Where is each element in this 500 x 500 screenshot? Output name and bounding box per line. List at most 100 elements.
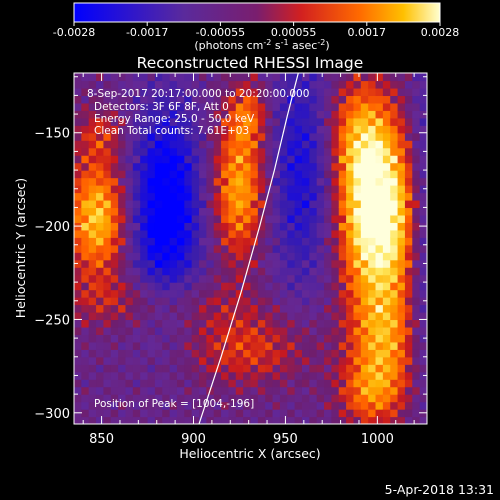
heatmap-cell: [368, 326, 377, 335]
heatmap-cell: [103, 326, 112, 335]
heatmap-cell: [324, 349, 332, 358]
heatmap-cell: [228, 117, 237, 126]
heatmap-cell: [397, 222, 406, 231]
heatmap-cell: [346, 207, 355, 216]
heatmap-cell: [162, 304, 171, 313]
heatmap-cell: [184, 110, 193, 119]
heatmap-cell: [368, 147, 377, 156]
heatmap-cell: [324, 102, 332, 111]
heatmap-cell: [324, 341, 332, 350]
heatmap-cell: [103, 199, 112, 209]
heatmap-cell: [132, 289, 141, 298]
heatmap-cell: [294, 334, 303, 343]
heatmap-cell: [118, 140, 127, 149]
heatmap-cell: [338, 297, 347, 306]
heatmap-cell: [279, 147, 288, 156]
heatmap-cell: [375, 401, 384, 410]
heatmap-cell: [176, 117, 185, 126]
heatmap-cell: [331, 147, 340, 156]
heatmap-cell: [199, 132, 207, 141]
heatmap-cell: [294, 185, 303, 194]
heatmap-cell: [88, 73, 97, 82]
heatmap-cell: [397, 319, 406, 328]
heatmap-cell: [169, 192, 178, 201]
heatmap-cell: [118, 379, 127, 388]
heatmap-cell: [206, 289, 215, 298]
heatmap-cell: [419, 155, 427, 164]
heatmap-cell: [331, 87, 340, 97]
heatmap-cell: [74, 274, 82, 283]
heatmap-cell: [309, 416, 318, 424]
heatmap-cell: [265, 297, 274, 306]
heatmap-cell: [228, 244, 237, 253]
heatmap-cell: [147, 207, 156, 216]
heatmap-cell: [331, 386, 340, 395]
heatmap-cell: [390, 394, 399, 403]
heatmap-cell: [132, 379, 141, 388]
heatmap-cell: [162, 80, 171, 89]
heatmap-cell: [221, 349, 230, 358]
heatmap-cell: [265, 274, 274, 283]
heatmap-cell: [176, 237, 185, 246]
heatmap-cell: [88, 386, 97, 395]
heatmap-cell: [412, 401, 421, 410]
heatmap-cell: [103, 244, 112, 253]
heatmap-cell: [397, 252, 406, 261]
heatmap-cell: [125, 132, 134, 141]
heatmap-cell: [404, 185, 413, 194]
heatmap-cell: [118, 117, 127, 126]
heatmap-cell: [353, 364, 362, 373]
heatmap-cell: [346, 162, 355, 171]
heatmap-cell: [412, 140, 421, 149]
heatmap-cell: [338, 192, 347, 201]
heatmap-cell: [213, 282, 222, 291]
heatmap-cell: [199, 102, 207, 111]
heatmap-cell: [162, 259, 171, 268]
heatmap-cell: [235, 282, 244, 291]
heatmap-cell: [375, 80, 384, 89]
heatmap-cell: [110, 244, 119, 253]
heatmap-cell: [257, 282, 266, 291]
heatmap-cell: [272, 185, 281, 194]
heatmap-cell: [176, 416, 185, 424]
heatmap-cell: [191, 386, 200, 395]
heatmap-cell: [243, 229, 252, 238]
heatmap-cell: [412, 364, 421, 373]
heatmap-cell: [338, 394, 347, 403]
heatmap-cell: [272, 87, 281, 97]
heatmap-cell: [118, 289, 127, 298]
heatmap-cell: [412, 409, 421, 418]
heatmap-cell: [368, 304, 377, 313]
heatmap-cell: [316, 125, 325, 134]
heatmap-cell: [125, 199, 134, 209]
heatmap-cell: [250, 177, 259, 186]
heatmap-cell: [235, 304, 244, 313]
annotation-energy: Energy Range: 25.0 - 50.0 keV: [94, 113, 255, 125]
heatmap-cell: [353, 252, 362, 261]
heatmap-cell: [221, 80, 230, 89]
heatmap-cell: [206, 102, 215, 111]
heatmap-cell: [287, 364, 296, 373]
heatmap-cell: [287, 341, 296, 350]
heatmap-cell: [390, 364, 399, 373]
heatmap-cell: [118, 401, 127, 410]
heatmap-cell: [301, 319, 310, 328]
heatmap-cell: [88, 334, 97, 343]
heatmap-cell: [147, 155, 156, 164]
heatmap-cell: [125, 282, 134, 291]
heatmap-cell: [382, 259, 391, 268]
heatmap-cell: [309, 237, 318, 246]
heatmap-cell: [279, 379, 288, 388]
heatmap-cell: [309, 274, 318, 283]
heatmap-cell: [309, 356, 318, 365]
colorbar-ticks: [73, 22, 441, 26]
heatmap-cell: [272, 73, 281, 82]
heatmap-cell: [397, 297, 406, 306]
heatmap-cell: [199, 304, 207, 313]
heatmap-cell: [81, 259, 90, 268]
heatmap-cell: [88, 252, 97, 261]
heatmap-cell: [272, 334, 281, 343]
heatmap-cell: [103, 282, 112, 291]
heatmap-cell: [279, 110, 288, 119]
heatmap-cell: [257, 102, 266, 111]
